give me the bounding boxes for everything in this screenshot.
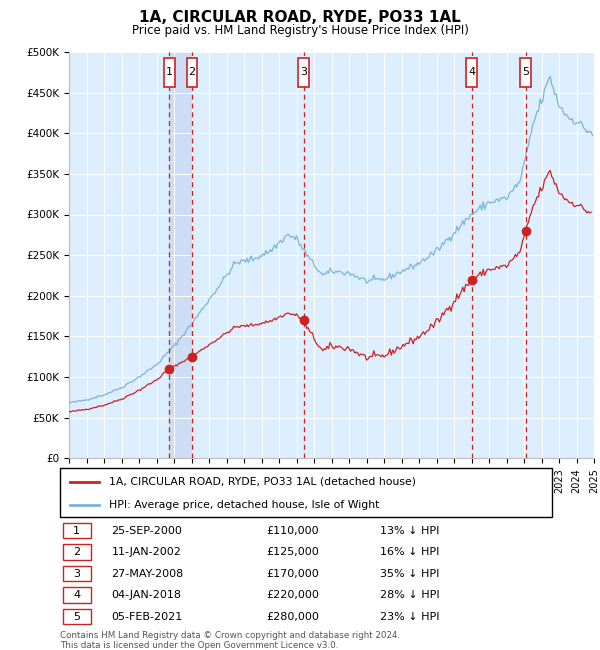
Text: 4: 4 xyxy=(73,590,80,600)
Text: 2: 2 xyxy=(188,68,196,77)
Text: 23% ↓ HPI: 23% ↓ HPI xyxy=(380,612,439,621)
Text: £125,000: £125,000 xyxy=(266,547,319,557)
Text: 4: 4 xyxy=(468,68,475,77)
Text: 5: 5 xyxy=(522,68,529,77)
Bar xyxy=(520,58,531,87)
Bar xyxy=(298,58,309,87)
Bar xyxy=(62,588,91,603)
Text: 25-SEP-2000: 25-SEP-2000 xyxy=(112,526,182,536)
Text: 28% ↓ HPI: 28% ↓ HPI xyxy=(380,590,440,600)
Bar xyxy=(164,58,175,87)
Text: £220,000: £220,000 xyxy=(266,590,319,600)
Bar xyxy=(187,58,197,87)
Text: 2: 2 xyxy=(73,547,80,557)
Text: 1: 1 xyxy=(73,526,80,536)
Text: £110,000: £110,000 xyxy=(266,526,319,536)
Text: 13% ↓ HPI: 13% ↓ HPI xyxy=(380,526,439,536)
Text: 3: 3 xyxy=(300,68,307,77)
Text: 1: 1 xyxy=(166,68,173,77)
Text: 1A, CIRCULAR ROAD, RYDE, PO33 1AL (detached house): 1A, CIRCULAR ROAD, RYDE, PO33 1AL (detac… xyxy=(109,476,416,487)
Text: £280,000: £280,000 xyxy=(266,612,319,621)
Bar xyxy=(466,58,477,87)
Text: 04-JAN-2018: 04-JAN-2018 xyxy=(112,590,182,600)
Text: 27-MAY-2008: 27-MAY-2008 xyxy=(112,569,184,578)
Text: 35% ↓ HPI: 35% ↓ HPI xyxy=(380,569,439,578)
Text: £170,000: £170,000 xyxy=(266,569,319,578)
Bar xyxy=(62,523,91,538)
Text: 05-FEB-2021: 05-FEB-2021 xyxy=(112,612,183,621)
Bar xyxy=(169,52,192,458)
Text: 1A, CIRCULAR ROAD, RYDE, PO33 1AL: 1A, CIRCULAR ROAD, RYDE, PO33 1AL xyxy=(139,10,461,25)
Text: Price paid vs. HM Land Registry's House Price Index (HPI): Price paid vs. HM Land Registry's House … xyxy=(131,24,469,37)
Bar xyxy=(62,609,91,624)
Bar xyxy=(62,545,91,560)
Text: 5: 5 xyxy=(73,612,80,621)
Text: 3: 3 xyxy=(73,569,80,578)
Text: 11-JAN-2002: 11-JAN-2002 xyxy=(112,547,181,557)
Text: 16% ↓ HPI: 16% ↓ HPI xyxy=(380,547,439,557)
Bar xyxy=(62,566,91,581)
Text: HPI: Average price, detached house, Isle of Wight: HPI: Average price, detached house, Isle… xyxy=(109,500,380,510)
Text: Contains HM Land Registry data © Crown copyright and database right 2024.
This d: Contains HM Land Registry data © Crown c… xyxy=(60,630,400,650)
